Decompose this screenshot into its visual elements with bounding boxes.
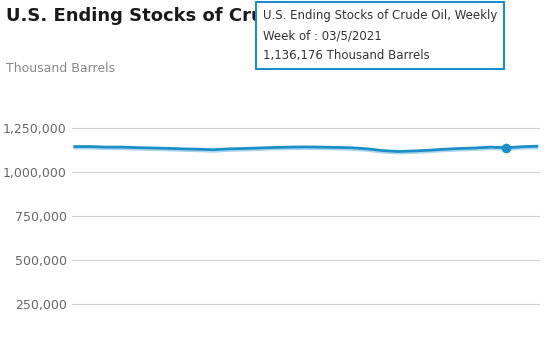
Text: U.S. Ending Stocks of Crude Oil, Weekly
Week of : 03/5/2021
1,136,176 Thousand B: U.S. Ending Stocks of Crude Oil, Weekly … [263,9,497,62]
Text: U.S. Ending Stocks of Crude Oil, Weekly: U.S. Ending Stocks of Crude Oil, Weekly [6,7,409,25]
Text: Thousand Barrels: Thousand Barrels [6,62,115,75]
